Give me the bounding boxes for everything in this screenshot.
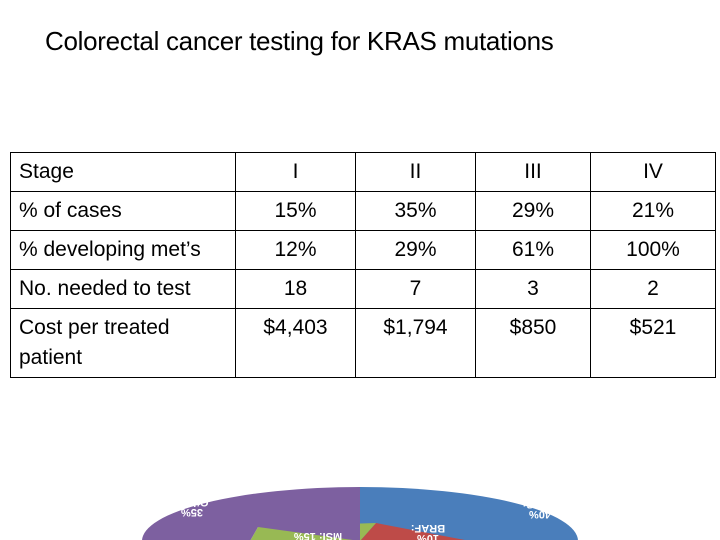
header-stage-2: II [355,152,476,192]
table-row: % developing met’s 12% 29% 61% 100% [10,230,716,270]
pie-label-kras: KRAS: [523,498,558,510]
kras-table: Stage I II III IV % of cases 15% 35% 29%… [10,152,716,378]
table-cell: 12% [235,230,356,270]
table-row: % of cases 15% 35% 29% 21% [10,191,716,231]
table-cell: $850 [475,308,591,378]
slide-title: Colorectal cancer testing for KRAS mutat… [45,26,554,56]
row-label: % of cases [10,191,236,231]
pie-slice-kras [360,487,578,540]
table-cell: 18 [235,269,356,309]
table-cell: 15% [235,191,356,231]
header-stage-4: IV [590,152,716,192]
header-stage-3: III [475,152,591,192]
row-label: No. needed to test [10,269,236,309]
pie-label-kras-pct: 40% [529,508,551,520]
table-cell: 29% [355,230,476,270]
table-cell: 3 [475,269,591,309]
pie-label-other-pct: 35% [181,506,203,518]
table-header-row: Stage I II III IV [10,152,716,192]
pie-svg: KRAS: 40% BRAF: 10% MSI: 15% Other: 35% [142,487,578,540]
table-cell: 100% [590,230,716,270]
table-cell: 29% [475,191,591,231]
pie-label-braf-pct: 10% [417,532,439,540]
header-stage-1: I [235,152,356,192]
header-stage: Stage [10,152,236,192]
table-cell: $1,794 [355,308,476,378]
pie-slice-other [142,487,360,540]
row-label: Cost per treated patient [10,308,236,378]
row-label: % developing met’s [10,230,236,270]
table-cell: 61% [475,230,591,270]
table-cell: $521 [590,308,716,378]
mutation-pie-chart: KRAS: 40% BRAF: 10% MSI: 15% Other: 35% [140,487,580,540]
pie-label-braf: BRAF: [411,522,445,534]
pie-slice-braf-visible [360,523,465,540]
table-cell: 35% [355,191,476,231]
pie-label-other: Other: [176,496,209,508]
table-row: Cost per treated patient $4,403 $1,794 $… [10,308,716,378]
table-cell: 2 [590,269,716,309]
table-cell: 21% [590,191,716,231]
table-cell: 7 [355,269,476,309]
pie-label-msi: MSI: 15% [294,530,343,540]
table-row: No. needed to test 18 7 3 2 [10,269,716,309]
table-cell: $4,403 [235,308,356,378]
